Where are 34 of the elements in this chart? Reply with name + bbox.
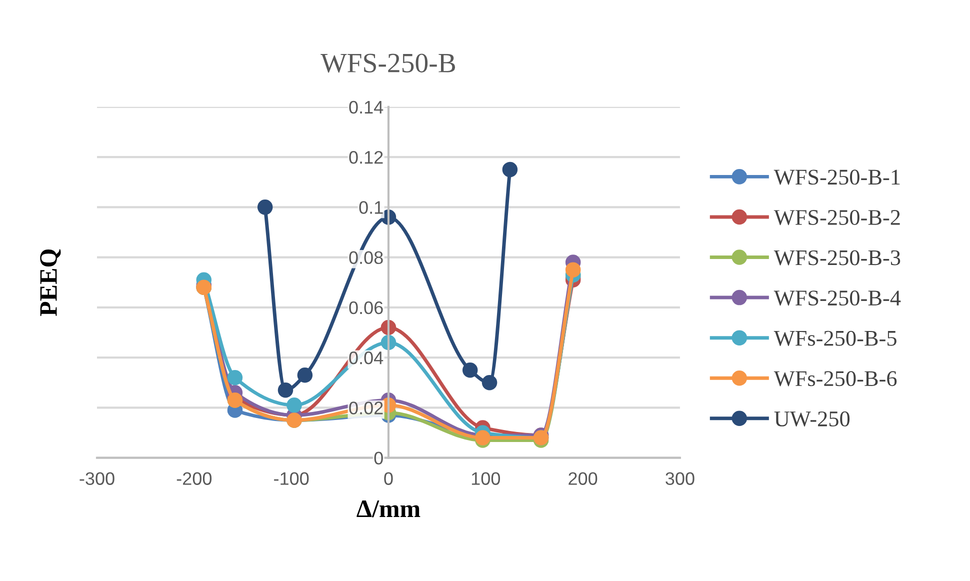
legend-label: WFS-250-B-4 <box>774 290 901 306</box>
point <box>502 162 518 178</box>
x-tick-label: 100 <box>472 472 500 485</box>
x-axis-title: Δ/mm <box>356 500 420 518</box>
x-tick-label: 200 <box>568 472 598 485</box>
x-tick-label: -200 <box>176 472 212 485</box>
point <box>286 398 302 413</box>
point <box>257 200 273 215</box>
x-tick-label: -300 <box>80 472 114 485</box>
legend-label: WFs-250-B-5 <box>774 330 896 346</box>
y-tick-label: 0 <box>374 452 383 465</box>
y-tick-label: 0.12 <box>349 150 383 164</box>
point <box>278 382 294 398</box>
legend-label: WFS-250-B-2 <box>774 210 900 226</box>
y-tick-label: 0.04 <box>349 352 384 364</box>
y-tick-label: 0.08 <box>349 251 383 264</box>
y-tick-label: 0.06 <box>349 301 383 314</box>
legend-label: WFs-250-B-6 <box>774 371 897 386</box>
legend-label: WFS-250-B-1 <box>774 170 900 185</box>
x-tick-label: 300 <box>666 472 694 485</box>
point <box>565 262 581 278</box>
chart-title: WFS-250-B <box>320 54 456 73</box>
x-tick-label: -100 <box>274 472 309 485</box>
point <box>227 370 243 386</box>
point <box>462 362 478 378</box>
point <box>482 374 498 390</box>
legend-label: UW-250 <box>774 411 850 427</box>
point <box>297 367 313 383</box>
y-tick-label: 0.02 <box>349 402 383 414</box>
y-tick-label: 0.14 <box>349 100 384 114</box>
y-tick-label: 0.1 <box>359 201 383 214</box>
legend-label: WFS-250-B-3 <box>774 250 900 266</box>
x-tick-label: 0 <box>384 472 393 485</box>
y-axis-title: PEEQ <box>40 249 61 316</box>
